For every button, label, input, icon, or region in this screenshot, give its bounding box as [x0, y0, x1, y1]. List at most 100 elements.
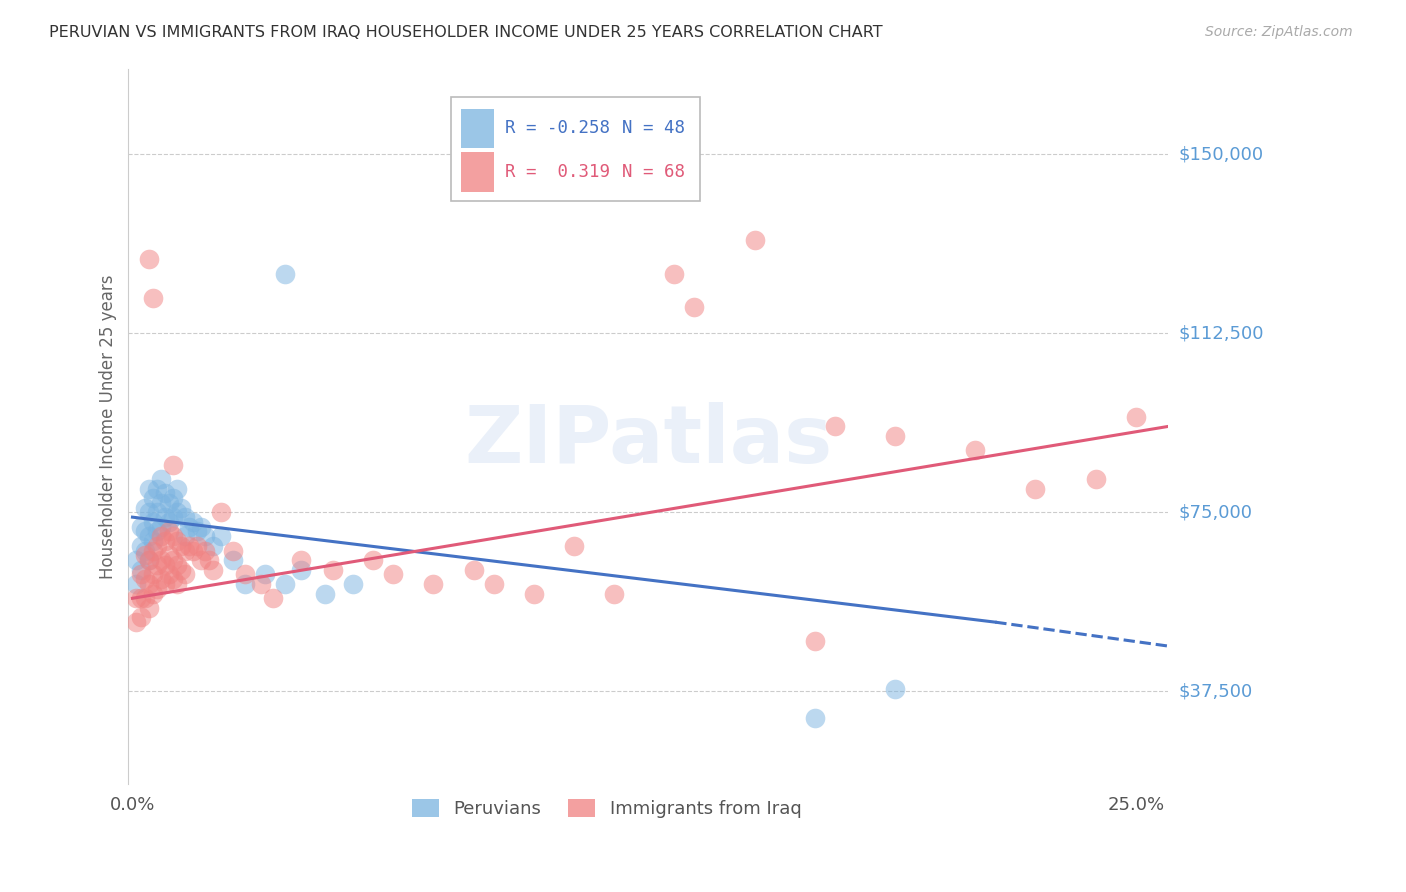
Point [162, 529, 184, 543]
Point [134, 591, 156, 606]
Point [250, 577, 273, 591]
Text: N = 68: N = 68 [623, 163, 685, 181]
Point [290, 563, 312, 577]
Point [138, 482, 160, 496]
Point [134, 543, 156, 558]
Point [342, 577, 364, 591]
Point [965, 443, 987, 458]
Point [157, 515, 180, 529]
Point [149, 572, 172, 586]
Point [361, 553, 384, 567]
Point [274, 577, 297, 591]
Point [149, 519, 172, 533]
Point [463, 563, 485, 577]
Point [129, 519, 152, 533]
Point [141, 291, 163, 305]
Point [884, 681, 907, 696]
Point [125, 577, 148, 591]
Text: $112,500: $112,500 [1180, 325, 1264, 343]
Point [166, 558, 188, 572]
Point [664, 267, 686, 281]
Point [153, 486, 176, 500]
Point [145, 482, 167, 496]
Point [169, 539, 191, 553]
Text: R = -0.258: R = -0.258 [505, 120, 610, 137]
Point [141, 567, 163, 582]
Point [153, 577, 176, 591]
Point [382, 567, 405, 582]
Point [884, 429, 907, 443]
Point [422, 577, 444, 591]
Point [166, 505, 188, 519]
Point [322, 563, 344, 577]
Point [166, 482, 188, 496]
Point [145, 539, 167, 553]
Point [233, 567, 256, 582]
Point [149, 472, 172, 486]
Point [181, 543, 204, 558]
Point [166, 577, 188, 591]
Point [138, 505, 160, 519]
Point [129, 539, 152, 553]
Point [222, 553, 245, 567]
Point [194, 529, 217, 543]
Point [253, 567, 276, 582]
Point [145, 558, 167, 572]
Point [157, 524, 180, 539]
Point [562, 539, 585, 553]
Point [149, 553, 172, 567]
Point [197, 553, 219, 567]
Text: Source: ZipAtlas.com: Source: ZipAtlas.com [1205, 25, 1353, 39]
Point [141, 491, 163, 505]
Y-axis label: Householder Income Under 25 years: Householder Income Under 25 years [100, 274, 117, 579]
Point [125, 553, 148, 567]
Point [129, 563, 152, 577]
Point [744, 233, 766, 247]
Point [149, 496, 172, 510]
Point [153, 534, 176, 549]
Point [138, 553, 160, 567]
Point [145, 582, 167, 596]
Point [138, 600, 160, 615]
Point [157, 549, 180, 563]
FancyBboxPatch shape [461, 109, 495, 148]
Point [166, 534, 188, 549]
Point [222, 543, 245, 558]
Point [824, 419, 846, 434]
Text: $150,000: $150,000 [1180, 145, 1264, 163]
FancyBboxPatch shape [451, 97, 700, 201]
Point [314, 586, 336, 600]
Point [173, 567, 195, 582]
Point [138, 252, 160, 267]
FancyBboxPatch shape [461, 153, 495, 192]
Point [173, 529, 195, 543]
Point [141, 515, 163, 529]
Point [1024, 482, 1046, 496]
Point [157, 567, 180, 582]
Point [162, 553, 184, 567]
Point [134, 500, 156, 515]
Point [125, 615, 148, 629]
Point [169, 500, 191, 515]
Point [153, 558, 176, 572]
Point [129, 567, 152, 582]
Point [186, 524, 208, 539]
Point [201, 539, 224, 553]
Point [173, 510, 195, 524]
Point [162, 491, 184, 505]
Point [194, 543, 217, 558]
Point [290, 553, 312, 567]
Point [129, 591, 152, 606]
Point [141, 586, 163, 600]
Point [683, 300, 706, 314]
Point [162, 510, 184, 524]
Point [177, 539, 200, 553]
Point [1125, 409, 1147, 424]
Point [186, 539, 208, 553]
Point [138, 553, 160, 567]
Point [803, 634, 825, 648]
Text: PERUVIAN VS IMMIGRANTS FROM IRAQ HOUSEHOLDER INCOME UNDER 25 YEARS CORRELATION C: PERUVIAN VS IMMIGRANTS FROM IRAQ HOUSEHO… [49, 25, 883, 40]
Point [482, 577, 505, 591]
Point [169, 563, 191, 577]
Point [125, 591, 148, 606]
